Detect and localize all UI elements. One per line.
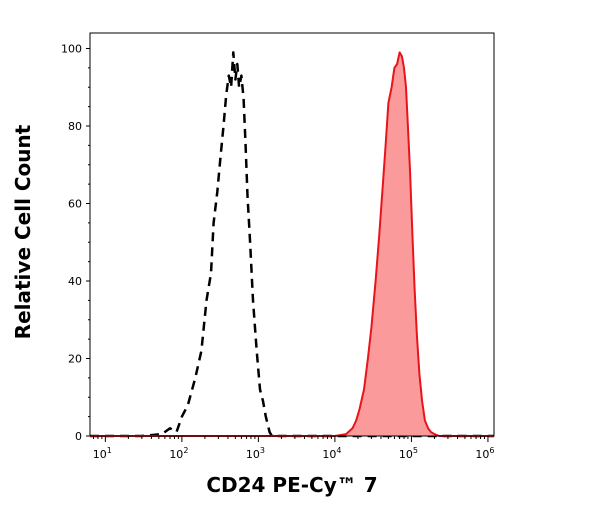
y-axis-title: Relative Cell Count [11,124,35,339]
x-tick-label: 104 [322,446,341,461]
y-tick-label: 80 [68,120,82,133]
y-tick-label: 60 [68,198,82,211]
x-tick-exponent: 3 [260,446,265,455]
x-tick-exponent: 4 [336,446,341,455]
y-tick-label: 100 [61,43,82,56]
y-tick-label: 40 [68,275,82,288]
series-area-cd24-pe-cy7 [90,52,494,437]
x-axis: 101 102 103 104 105 106 [93,436,494,461]
x-tick-base: 10 [246,448,260,461]
plot-frame [89,32,495,437]
x-tick-exponent: 6 [489,446,494,455]
series-line-unstained-control [90,51,494,438]
plot-area [90,51,494,438]
x-tick-label: 102 [169,446,188,461]
x-tick-base: 10 [475,448,489,461]
x-tick-base: 10 [169,448,183,461]
x-tick-base: 10 [399,448,413,461]
x-tick-label: 101 [93,446,112,461]
x-tick-base: 10 [93,448,107,461]
y-axis: 0 20 40 60 80 100 [61,43,90,443]
x-tick-exponent: 1 [107,446,112,455]
y-tick-label: 0 [75,430,82,443]
y-tick-label: 20 [68,353,82,366]
x-tick-exponent: 2 [183,446,188,455]
x-axis-title: CD24 PE-Cy™ 7 [206,473,377,497]
x-tick-label: 106 [475,446,494,461]
x-tick-base: 10 [322,448,336,461]
series-line-cd24-pe-cy7 [90,51,494,437]
x-tick-label: 105 [399,446,418,461]
x-tick-label: 103 [246,446,265,461]
x-tick-exponent: 5 [413,446,418,455]
